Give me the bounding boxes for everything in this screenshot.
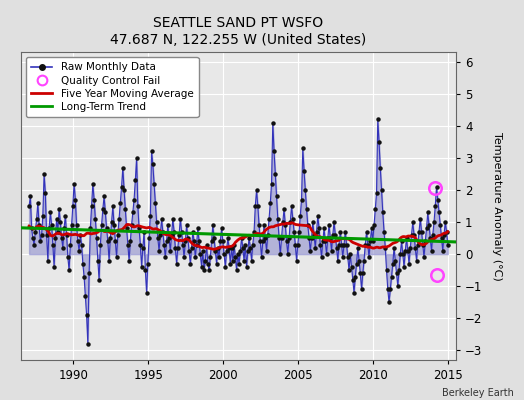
Text: Berkeley Earth: Berkeley Earth xyxy=(442,388,514,398)
Y-axis label: Temperature Anomaly (°C): Temperature Anomaly (°C) xyxy=(492,132,501,280)
Title: SEATTLE SAND PT WSFO
47.687 N, 122.255 W (United States): SEATTLE SAND PT WSFO 47.687 N, 122.255 W… xyxy=(110,16,367,47)
Legend: Raw Monthly Data, Quality Control Fail, Five Year Moving Average, Long-Term Tren: Raw Monthly Data, Quality Control Fail, … xyxy=(26,57,199,117)
